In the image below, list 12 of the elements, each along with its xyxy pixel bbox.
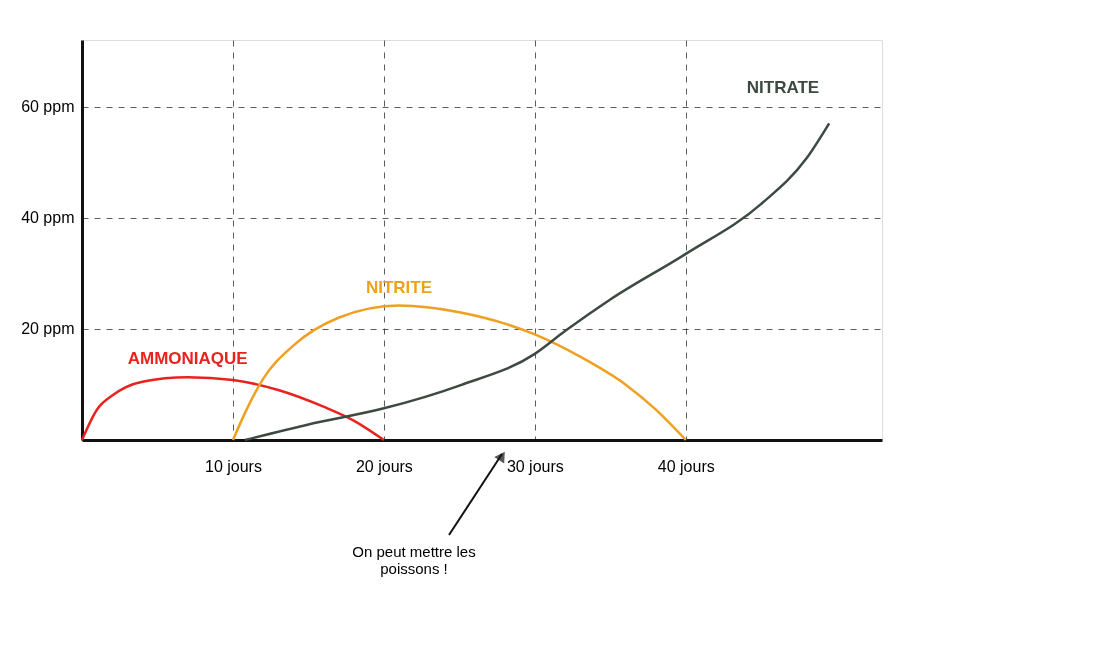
- x-tick-label: 10 jours: [204, 457, 262, 475]
- y-tick-label: 40 ppm: [21, 209, 75, 227]
- x-tick-label: 40 jours: [657, 457, 715, 475]
- y-tick-label: 20 ppm: [21, 320, 75, 338]
- x-tick-label: 30 jours: [506, 457, 564, 475]
- series-label: AMMONIAQUE: [127, 349, 248, 369]
- series-label: NITRATE: [746, 78, 820, 98]
- line-series: [80, 375, 386, 442]
- series-label: NITRITE: [365, 277, 433, 297]
- x-tick-label: 20 jours: [355, 457, 413, 475]
- y-tick-label: 60 ppm: [21, 98, 75, 116]
- text: On peut mettre les poissons !: [352, 543, 476, 577]
